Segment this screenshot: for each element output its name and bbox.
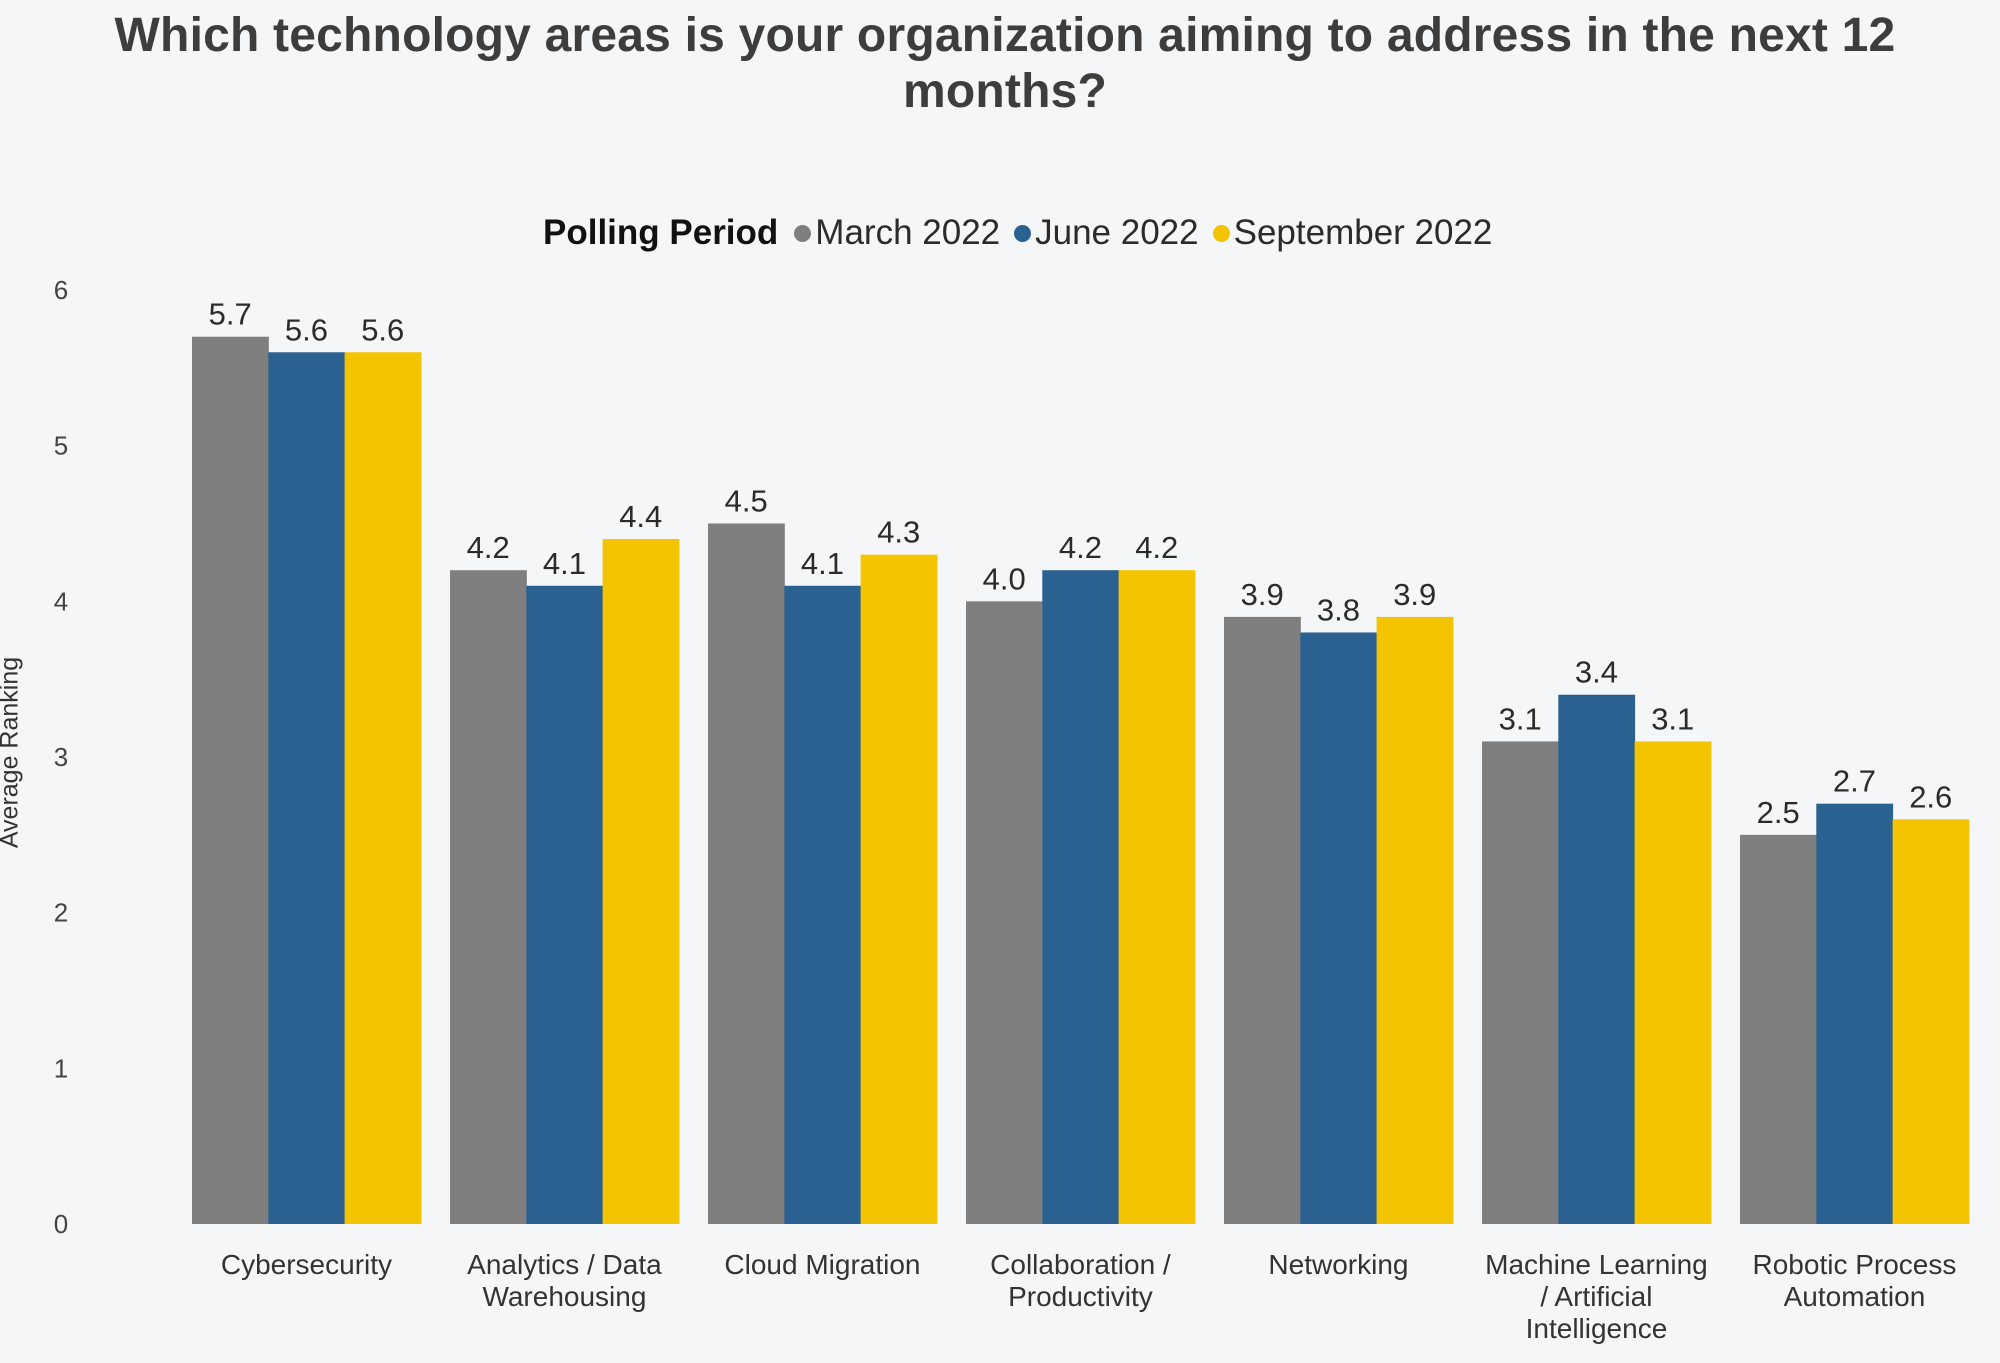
x-category-label-line: Automation <box>1784 1281 1926 1312</box>
legend-item-march-2022[interactable]: March 2022 <box>794 213 1000 253</box>
bar[interactable] <box>1376 616 1454 1224</box>
legend-item-june-2022[interactable]: June 2022 <box>1014 213 1199 253</box>
y-tick-label: 6 <box>54 275 68 305</box>
bar[interactable] <box>966 601 1043 1224</box>
value-label: 4.2 <box>467 530 510 565</box>
bar[interactable] <box>268 352 346 1224</box>
value-label: 5.6 <box>361 312 404 347</box>
value-label: 5.6 <box>285 312 328 347</box>
bar[interactable] <box>1300 632 1378 1224</box>
legend-label: September 2022 <box>1233 213 1493 252</box>
y-tick-label: 2 <box>54 898 68 928</box>
bar[interactable] <box>192 336 269 1224</box>
bar[interactable] <box>1224 616 1301 1224</box>
value-label: 2.5 <box>1757 795 1800 830</box>
value-label: 4.5 <box>725 484 768 519</box>
y-tick-label: 1 <box>54 1053 68 1083</box>
value-label: 3.9 <box>1241 577 1284 612</box>
bar[interactable] <box>344 352 422 1224</box>
value-label: 4.1 <box>801 546 844 581</box>
x-category-label-line: Warehousing <box>482 1281 646 1312</box>
bar[interactable] <box>708 523 785 1225</box>
legend: Polling Period March 2022 June 2022 Sept… <box>543 210 1506 256</box>
x-category-label-line: Intelligence <box>1526 1313 1668 1344</box>
x-category-label: Machine Learning / Artificial Intelligence <box>1485 1249 1708 1344</box>
value-label: 3.1 <box>1651 701 1694 736</box>
chart-title: Which technology areas is your organizat… <box>60 8 1950 120</box>
value-label: 4.2 <box>1135 530 1178 565</box>
value-label: 3.1 <box>1499 701 1542 736</box>
value-label: 2.6 <box>1909 779 1952 814</box>
x-category-label: Cybersecurity <box>221 1249 392 1280</box>
x-category-label-line: Machine Learning <box>1485 1249 1708 1280</box>
legend-dot-icon <box>1212 224 1230 242</box>
value-label: 4.4 <box>619 499 662 534</box>
y-tick-label: 5 <box>54 431 68 461</box>
y-tick-label: 0 <box>54 1209 68 1239</box>
bar[interactable] <box>1634 741 1712 1224</box>
value-label: 5.7 <box>209 297 252 332</box>
x-category-label-line: Cybersecurity <box>221 1249 392 1280</box>
x-category-label-line: Analytics / Data <box>467 1249 662 1280</box>
bar[interactable] <box>860 554 938 1224</box>
value-label: 4.2 <box>1059 530 1102 565</box>
legend-label: June 2022 <box>1035 213 1199 252</box>
chart-title-line-1: Which technology areas is your organizat… <box>114 9 1896 62</box>
x-category-label-line: Cloud Migration <box>724 1249 920 1280</box>
bar[interactable] <box>450 570 527 1224</box>
bar[interactable] <box>784 585 862 1224</box>
x-category-label-line: / Artificial <box>1540 1281 1652 1312</box>
x-category-label-line: Robotic Process <box>1753 1249 1957 1280</box>
x-category-label: Cloud Migration <box>724 1249 920 1280</box>
x-category-label: Collaboration / Productivity <box>990 1249 1171 1312</box>
x-axis-categories: Cybersecurity Analytics / Data Warehousing… <box>221 1249 1957 1344</box>
bar[interactable] <box>1118 570 1196 1224</box>
bar[interactable] <box>1816 803 1894 1224</box>
value-label: 3.9 <box>1393 577 1436 612</box>
x-category-label-line: Productivity <box>1008 1281 1153 1312</box>
y-tick-label: 4 <box>54 586 68 616</box>
value-label: 3.4 <box>1575 655 1618 690</box>
value-label: 4.1 <box>543 546 586 581</box>
x-category-label-line: Collaboration / <box>990 1249 1171 1280</box>
x-category-label: Robotic Process Automation <box>1753 1249 1957 1312</box>
bar[interactable] <box>1482 741 1559 1224</box>
value-label: 4.0 <box>983 561 1026 596</box>
legend-dot-icon <box>794 224 812 242</box>
value-label: 2.7 <box>1833 764 1876 799</box>
legend-dot-icon <box>1014 224 1032 242</box>
bar[interactable] <box>602 539 680 1224</box>
y-tick-label: 3 <box>54 742 68 772</box>
y-axis-ticks: 0 1 2 3 4 5 6 <box>54 275 68 1239</box>
value-labels: 5.7 5.6 5.6 4.2 4.1 4.4 4.5 4.1 4.3 4.0 4.2 4.2 3.9 3… <box>209 297 1953 830</box>
legend-item-september-2022[interactable]: September 2022 <box>1212 213 1493 253</box>
bars <box>192 336 1970 1225</box>
bar[interactable] <box>526 585 604 1224</box>
x-category-label: Analytics / Data Warehousing <box>467 1249 662 1312</box>
bar[interactable] <box>1042 570 1120 1224</box>
value-label: 3.8 <box>1317 592 1360 627</box>
x-category-label-line: Networking <box>1268 1249 1408 1280</box>
bar[interactable] <box>1892 819 1970 1224</box>
legend-title: Polling Period <box>543 213 779 252</box>
legend-label: March 2022 <box>815 213 1001 252</box>
bar[interactable] <box>1740 834 1817 1224</box>
chart-title-line-2: months? <box>902 65 1108 118</box>
bar[interactable] <box>1558 694 1636 1224</box>
x-category-label: Networking <box>1268 1249 1408 1280</box>
value-label: 4.3 <box>877 515 920 550</box>
